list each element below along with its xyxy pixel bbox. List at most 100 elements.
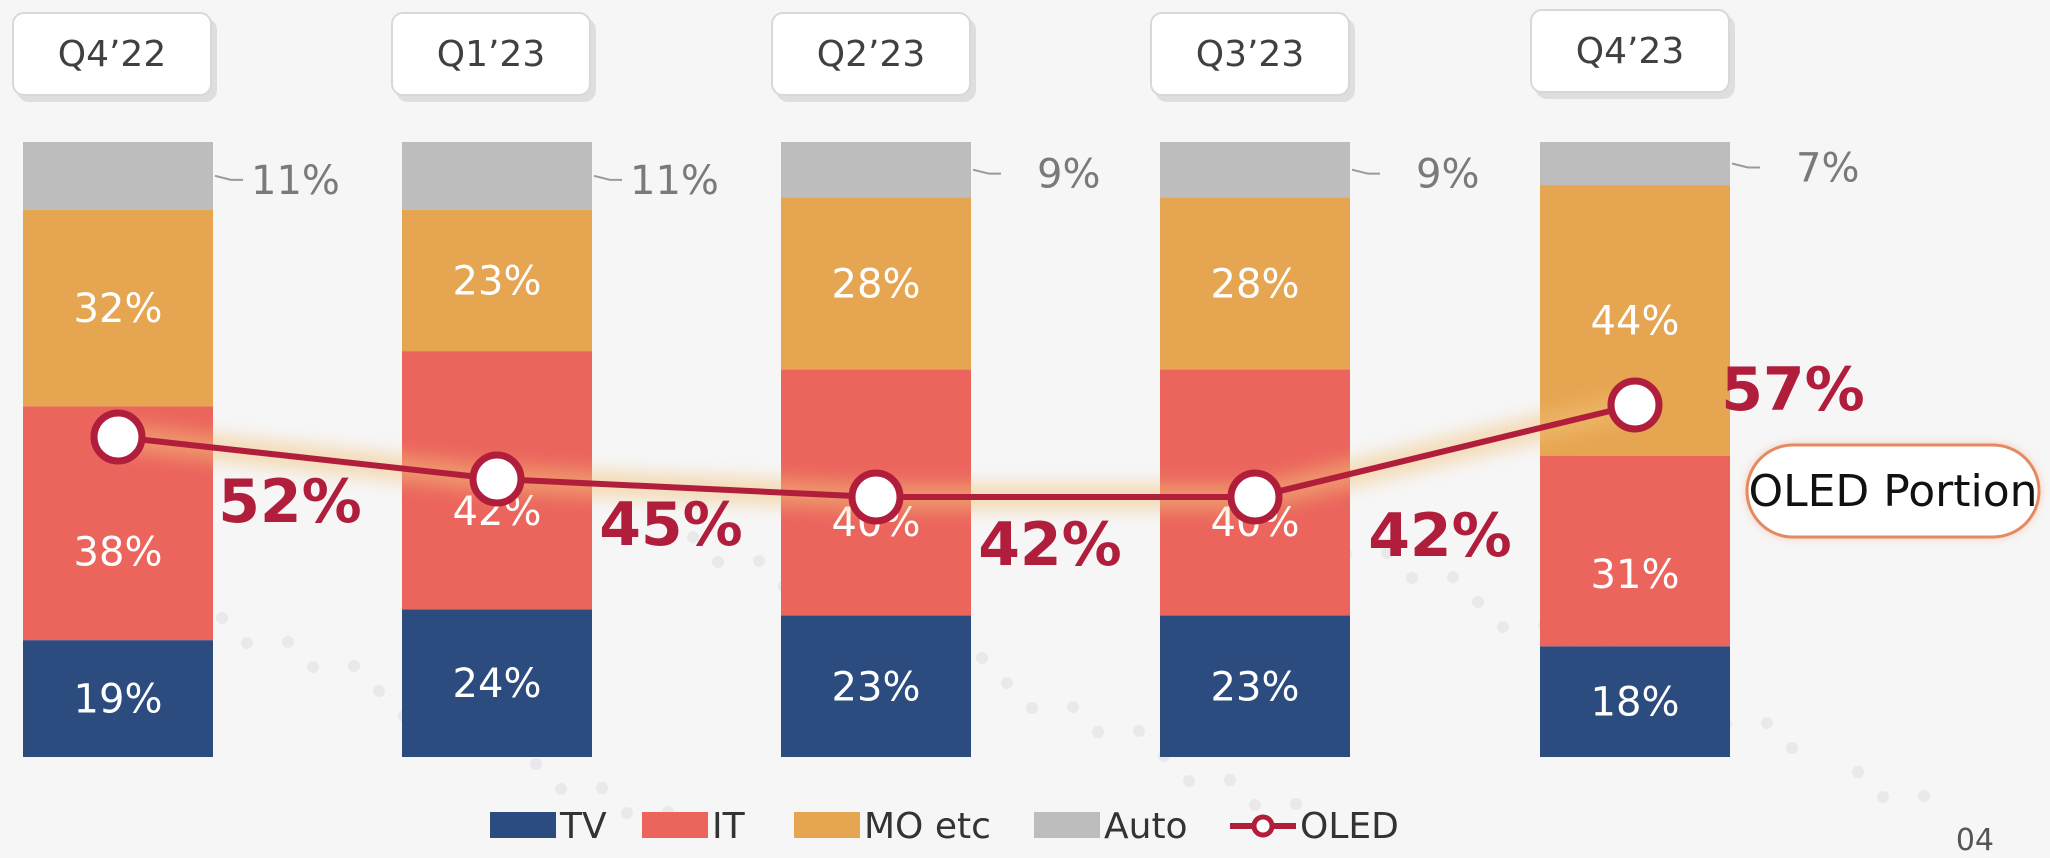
callout-label: OLED Portion	[1748, 466, 2037, 517]
oled-marker	[1607, 377, 1663, 433]
background-dot	[1224, 774, 1236, 786]
background-dot	[1381, 547, 1393, 559]
bar-segment-mo-etc	[781, 197, 971, 370]
leader-line	[1351, 168, 1380, 175]
oled-value-label: 42%	[1368, 501, 1512, 571]
bar-segment-it	[1540, 455, 1730, 647]
quarter-tab: Q3’23	[1150, 12, 1350, 96]
leader-line	[214, 174, 243, 181]
legend-marker	[1251, 814, 1275, 838]
legend-label: OLED	[1300, 806, 1399, 847]
background-dot	[712, 556, 724, 568]
bar-segment-auto	[781, 142, 971, 198]
bar-value-label: 23%	[832, 664, 921, 710]
background-dot	[621, 807, 633, 819]
background-dot	[1026, 702, 1038, 714]
background-dot	[1852, 766, 1864, 778]
background-dot	[1183, 775, 1195, 787]
legend-swatch	[642, 812, 708, 838]
oled-marker	[469, 451, 525, 507]
bar-segment-auto	[1540, 142, 1730, 186]
background-dot	[596, 782, 608, 794]
quarter-tab: Q1’23	[391, 12, 591, 96]
bar-segment-tv	[1160, 615, 1350, 757]
leader-line	[1731, 162, 1760, 169]
background-dot	[1918, 790, 1930, 802]
bar-value-label: 18%	[1591, 680, 1680, 726]
background-dot	[1877, 791, 1889, 803]
bar-segment-mo-etc	[402, 209, 592, 352]
background-dot	[1786, 742, 1798, 754]
background-dot	[1406, 572, 1418, 584]
quarter-tab: Q4’23	[1530, 9, 1730, 93]
background-dot	[1761, 717, 1773, 729]
background-dot	[216, 612, 228, 624]
background-dot	[976, 652, 988, 664]
legend-label: Auto	[1104, 806, 1188, 847]
background-dot	[1001, 677, 1013, 689]
bar-segment-tv	[23, 640, 213, 757]
auto-value-label: 11%	[251, 158, 340, 204]
oled-value-label: 57%	[1721, 355, 1865, 425]
bar-value-label: 28%	[1211, 261, 1300, 307]
background-dot	[307, 661, 319, 673]
leader-line	[593, 174, 622, 181]
bar-value-label: 24%	[453, 661, 542, 707]
oled-marker	[848, 469, 904, 525]
bar-value-label: 23%	[1211, 664, 1300, 710]
background-dot	[555, 783, 567, 795]
quarter-tab: Q2’23	[771, 12, 971, 96]
oled-value-label: 42%	[978, 510, 1122, 580]
background-dot	[1067, 701, 1079, 713]
background-dot	[753, 555, 765, 567]
bar-segment-auto	[1160, 142, 1350, 198]
background-dot	[530, 758, 542, 770]
bar-segment-tv	[402, 609, 592, 757]
bar-value-label: 32%	[74, 286, 163, 332]
auto-value-label: 9%	[1037, 152, 1100, 198]
legend-swatch	[794, 812, 860, 838]
bar-value-label: 23%	[453, 258, 542, 304]
callout-box	[1745, 443, 2041, 539]
legend-label: TV	[559, 806, 607, 847]
background-dot	[1447, 571, 1459, 583]
bar-value-label: 28%	[832, 261, 921, 307]
bar-segment-tv	[1540, 646, 1730, 757]
oled-marker	[1227, 469, 1283, 525]
background-dot	[687, 531, 699, 543]
background-dot	[1249, 799, 1261, 811]
auto-value-label: 11%	[630, 158, 719, 204]
bar-value-label: 44%	[1591, 298, 1680, 344]
legend-label: IT	[712, 806, 746, 847]
legend-label: MO etc	[864, 806, 991, 847]
background-dot	[282, 636, 294, 648]
background-dot	[348, 660, 360, 672]
bar-segment-auto	[402, 142, 592, 210]
leader-line	[972, 168, 1001, 175]
background-dot	[1472, 596, 1484, 608]
background-dot	[1092, 726, 1104, 738]
oled-value-label: 45%	[599, 490, 743, 560]
oled-value-label: 52%	[218, 467, 362, 537]
auto-value-label: 7%	[1796, 146, 1859, 192]
bar-value-label: 31%	[1591, 552, 1680, 598]
bar-value-label: 19%	[74, 677, 163, 723]
background-dot	[1290, 798, 1302, 810]
legend-swatch	[1034, 812, 1100, 838]
background-dot	[241, 637, 253, 649]
bar-segment-tv	[781, 615, 971, 757]
bar-value-label: 38%	[74, 529, 163, 575]
background-dot	[373, 685, 385, 697]
bar-segment-mo-etc	[23, 209, 213, 407]
bar-segment-mo-etc	[1160, 197, 1350, 370]
background-dot	[1133, 725, 1145, 737]
oled-marker	[90, 409, 146, 465]
bar-segment-auto	[23, 142, 213, 210]
quarter-tab: Q4’22	[12, 12, 212, 96]
legend-swatch	[490, 812, 556, 838]
page-number: 04	[1955, 823, 1994, 858]
auto-value-label: 9%	[1416, 152, 1479, 198]
background-dot	[1497, 621, 1509, 633]
